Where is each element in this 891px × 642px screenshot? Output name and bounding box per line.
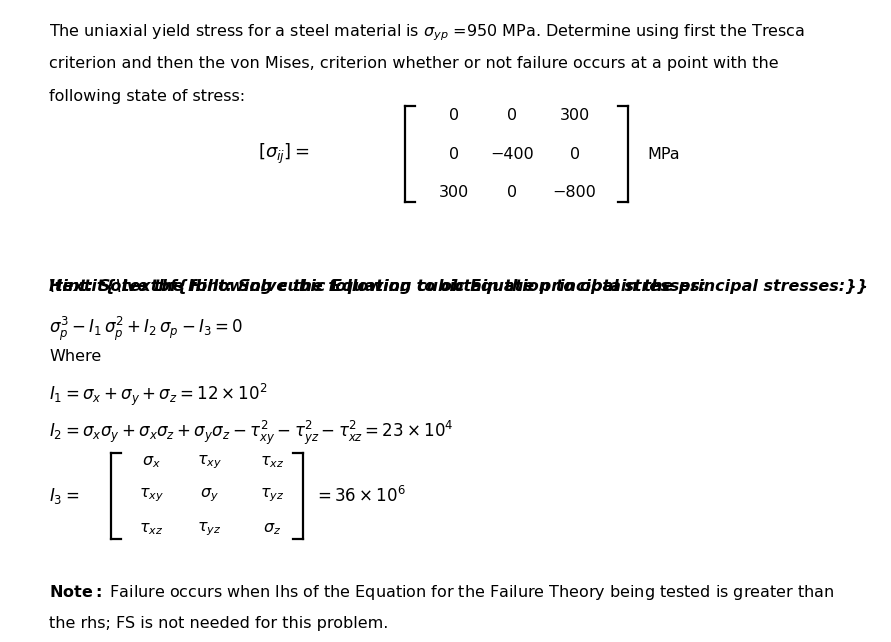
Text: 0: 0 xyxy=(449,108,460,123)
Text: 0: 0 xyxy=(569,146,580,162)
Text: 0: 0 xyxy=(507,185,518,200)
Text: $\tau_{yz}$: $\tau_{yz}$ xyxy=(259,487,284,505)
Text: the rhs; FS is not needed for this problem.: the rhs; FS is not needed for this probl… xyxy=(49,616,388,631)
Text: Hint: Solve the following cubic Equation to obtain the principal stresses:: Hint: Solve the following cubic Equation… xyxy=(49,279,706,294)
Text: $\tau_{yz}$: $\tau_{yz}$ xyxy=(197,520,222,538)
Text: 0: 0 xyxy=(507,108,518,123)
Text: $\tau_{xz}$: $\tau_{xz}$ xyxy=(139,521,164,537)
Text: −800: −800 xyxy=(552,185,597,200)
Text: 0: 0 xyxy=(449,146,460,162)
Text: following state of stress:: following state of stress: xyxy=(49,89,245,104)
Text: $\sigma_z$: $\sigma_z$ xyxy=(263,521,281,537)
Text: $\tau_{xz}$: $\tau_{xz}$ xyxy=(259,455,284,470)
Text: MPa: MPa xyxy=(648,146,681,162)
Text: $\tau_{xy}$: $\tau_{xy}$ xyxy=(139,487,164,505)
Text: The uniaxial yield stress for a steel material is $\sigma_{yp}$ =950 MPa. Determ: The uniaxial yield stress for a steel ma… xyxy=(49,22,805,43)
Text: Where: Where xyxy=(49,349,102,363)
Text: $I_3 =$: $I_3 =$ xyxy=(49,485,79,506)
Text: $\left[\sigma_{ij}\right] =$: $\left[\sigma_{ij}\right] =$ xyxy=(258,142,310,166)
Text: $\sigma_p^3 - I_1\,\sigma_p^2 + I_2\,\sigma_p - I_3 = 0$: $\sigma_p^3 - I_1\,\sigma_p^2 + I_2\,\si… xyxy=(49,315,243,343)
Text: 300: 300 xyxy=(560,108,590,123)
Text: $\mathbf{Note{:}}$ Failure occurs when lhs of the Equation for the Failure Theor: $\mathbf{Note{:}}$ Failure occurs when l… xyxy=(49,583,834,602)
Text: $\sigma_x$: $\sigma_x$ xyxy=(142,455,161,470)
Text: $I_2 = \sigma_x\sigma_y + \sigma_x\sigma_z + \sigma_y\sigma_z - \tau_{xy}^2 - \t: $I_2 = \sigma_x\sigma_y + \sigma_x\sigma… xyxy=(49,419,454,447)
Text: $I_1 = \sigma_x + \sigma_y + \sigma_z = 12\times10^2$: $I_1 = \sigma_x + \sigma_y + \sigma_z = … xyxy=(49,382,267,408)
Text: $= 36\times10^6$: $= 36\times10^6$ xyxy=(314,485,405,506)
Text: \textit{\textbf{Hint: Solve the following cubic Equation to obtain the principal: \textit{\textbf{Hint: Solve the followin… xyxy=(49,279,868,294)
Text: $\tau_{xy}$: $\tau_{xy}$ xyxy=(197,453,222,471)
Text: −400: −400 xyxy=(490,146,535,162)
Text: criterion and then the von Mises, criterion whether or not failure occurs at a p: criterion and then the von Mises, criter… xyxy=(49,56,779,71)
Text: 300: 300 xyxy=(439,185,470,200)
Text: $\sigma_y$: $\sigma_y$ xyxy=(200,487,219,505)
